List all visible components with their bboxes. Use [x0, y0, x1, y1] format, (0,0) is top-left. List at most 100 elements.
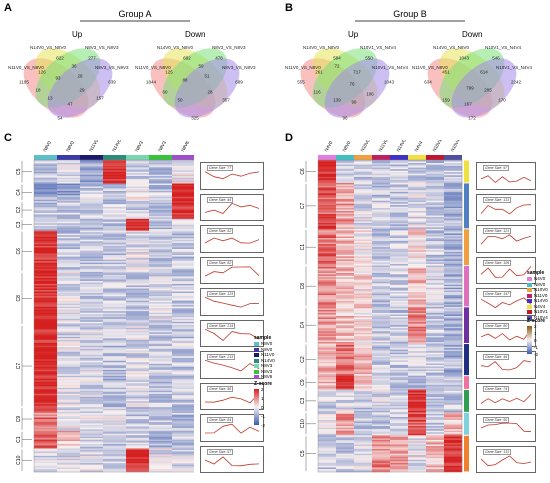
heat-cell [444, 281, 463, 284]
heat-cell [318, 410, 337, 413]
heat-cell [103, 271, 127, 274]
heat-cell [354, 424, 373, 427]
heat-cell [126, 469, 150, 471]
heat-cell [172, 345, 194, 348]
heat-cell [80, 303, 104, 306]
heat-cell [172, 239, 194, 242]
heat-cell [172, 454, 194, 457]
heat-cell [444, 387, 463, 390]
heat-cell [126, 276, 150, 279]
heat-cell [354, 372, 373, 375]
heat-cell [336, 407, 355, 410]
heat-cell [103, 396, 127, 399]
heat-cell [149, 261, 173, 263]
heat-cell [103, 439, 127, 442]
heat-cell [336, 299, 355, 302]
heat-cell [390, 289, 409, 291]
heat-cell [408, 167, 427, 170]
heat-cell [80, 271, 104, 274]
heat-cell [80, 164, 104, 167]
heat-cell [426, 231, 445, 234]
heat-cell [372, 438, 391, 441]
heat-cell [126, 248, 150, 251]
heat-cell [444, 200, 463, 203]
heat-cell [126, 387, 150, 390]
heat-cell [80, 207, 104, 209]
heat-cell [354, 164, 373, 167]
heat-cell [354, 271, 373, 274]
heat-cell [390, 322, 409, 324]
heat-cell [372, 325, 391, 327]
heat-cell [126, 309, 150, 312]
heat-cell [34, 411, 58, 414]
heat-cell [172, 199, 194, 202]
heat-cell [80, 293, 104, 295]
heat-cell [426, 392, 445, 395]
heat-cell [336, 384, 355, 387]
heat-cell [354, 173, 373, 176]
heat-cell [80, 286, 104, 289]
heat-cell [103, 268, 127, 271]
heat-cell [149, 338, 173, 341]
heat-cell [80, 265, 104, 268]
heat-cell [372, 355, 391, 358]
heat-cell [354, 465, 373, 468]
heat-cell [34, 258, 58, 260]
heat-cell [34, 280, 58, 283]
heat-cell [172, 335, 194, 338]
heat-cell [172, 402, 194, 405]
heat-cell [318, 377, 337, 379]
heat-cell [57, 423, 81, 426]
trend-line-plot [204, 359, 260, 372]
heat-cell [126, 227, 150, 230]
heat-cell [372, 211, 391, 213]
heat-cell [80, 196, 104, 199]
heat-cell [103, 356, 127, 358]
heat-cell [34, 320, 58, 323]
heat-cell [372, 281, 391, 284]
heat-cell [172, 190, 194, 193]
heat-cell [80, 457, 104, 459]
heat-cell [444, 415, 463, 418]
heat-cell [172, 354, 194, 357]
heat-cell [426, 381, 445, 384]
heat-cell [172, 387, 194, 390]
heat-cell [57, 446, 81, 449]
heat-cell [336, 449, 355, 451]
heat-cell [354, 394, 373, 396]
cluster-label: C2 [16, 207, 22, 214]
heat-cell [318, 206, 337, 209]
heat-cell [426, 468, 445, 471]
heat-cell [426, 342, 445, 344]
heat-cell [80, 211, 104, 214]
heat-cell [408, 453, 427, 456]
heat-cell [149, 351, 173, 354]
heat-cell [372, 416, 391, 419]
heat-cell [126, 253, 150, 256]
heat-cell [172, 452, 194, 455]
heat-cell [126, 419, 150, 421]
heat-cell [372, 295, 391, 297]
heat-cell [103, 380, 127, 382]
heat-cell [318, 372, 337, 375]
heat-cell [57, 290, 81, 292]
heat-cell [34, 255, 58, 257]
heat-cell [318, 296, 337, 299]
heat-cell [126, 435, 150, 437]
heat-cell [390, 260, 409, 263]
heat-cell [354, 215, 373, 218]
heat-cell [57, 357, 81, 360]
heat-cell [126, 438, 150, 440]
heat-cell [103, 375, 127, 378]
heat-cell [354, 264, 373, 266]
heat-cell [80, 338, 104, 341]
heat-cell [426, 453, 445, 456]
heat-cell [172, 185, 194, 187]
heat-cell [57, 226, 81, 228]
heat-cell [172, 399, 194, 402]
heat-cell [336, 286, 355, 288]
heat-cell [372, 308, 391, 311]
legend-sample-label: N4V4 [534, 303, 546, 309]
heat-cell [372, 175, 391, 178]
heat-cell [34, 404, 58, 406]
